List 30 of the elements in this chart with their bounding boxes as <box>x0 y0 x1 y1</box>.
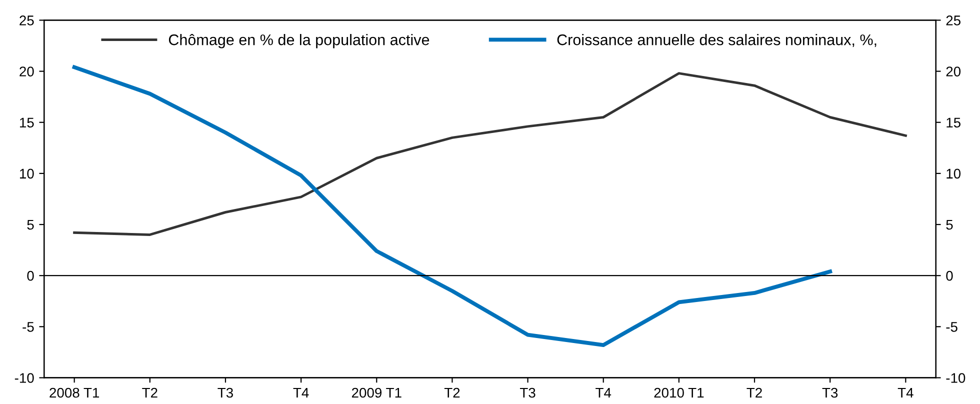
y-tick-label: 15 <box>20 118 34 128</box>
x-tick-label: T4 <box>596 388 612 398</box>
y2-tick-label: -5 <box>946 322 958 332</box>
y-tick-label: 20 <box>20 66 34 76</box>
y2-tick-label: 5 <box>946 220 953 230</box>
legend-label: Chômage en % de la population active <box>168 34 430 48</box>
y-tick-label: 25 <box>20 16 34 26</box>
y2-tick-label: 0 <box>946 270 953 281</box>
y2-tick-label: 15 <box>946 118 960 128</box>
y-tick-label: 10 <box>20 168 34 179</box>
x-tick-label: T2 <box>746 388 762 398</box>
y2-tick-label: 10 <box>946 168 961 179</box>
x-tick-label: T3 <box>520 388 536 398</box>
legend-label: Croissance annuelle des salaires nominaux, %, <box>557 34 876 48</box>
x-tick-label: T4 <box>293 388 309 398</box>
y-tick-label: -5 <box>22 322 34 332</box>
y2-tick-label: 25 <box>946 16 960 26</box>
x-tick-label: T3 <box>822 388 838 398</box>
x-tick-label: 2008 T1 <box>50 388 100 398</box>
x-tick-label: T4 <box>898 388 914 398</box>
x-tick-label: T2 <box>444 388 460 398</box>
y-tick-label: -10 <box>14 373 34 383</box>
x-tick-label: 2009 T1 <box>352 388 402 398</box>
x-tick-label: T2 <box>142 388 158 398</box>
y-tick-label: 0 <box>27 270 34 281</box>
y-tick-label: 5 <box>27 220 34 230</box>
x-tick-label: 2010 T1 <box>654 388 704 398</box>
y2-tick-label: 20 <box>946 66 961 76</box>
x-tick-label: T3 <box>218 388 233 398</box>
y2-tick-label: -10 <box>946 373 966 383</box>
